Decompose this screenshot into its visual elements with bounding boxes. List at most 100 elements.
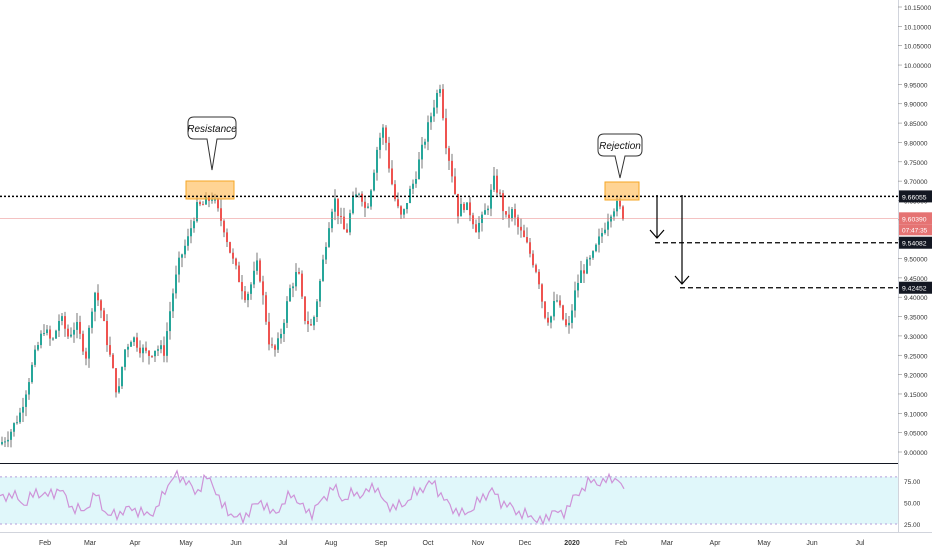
price-tick-label: 9.20000 xyxy=(904,373,928,380)
candle-body xyxy=(10,431,12,440)
time-tick-label: Apr xyxy=(710,540,722,547)
price-tick-label: 9.00000 xyxy=(904,450,928,457)
candle-body xyxy=(310,324,312,326)
candle-body xyxy=(232,252,234,259)
candle-body xyxy=(265,295,267,322)
candle-body xyxy=(313,316,315,326)
candle-body xyxy=(160,345,162,350)
candle-body xyxy=(343,216,345,230)
candle-body xyxy=(322,259,324,281)
candle-body xyxy=(331,211,333,229)
candle-body xyxy=(31,364,33,383)
candle-body xyxy=(388,142,390,169)
candle-body xyxy=(106,320,108,346)
candle-body xyxy=(79,321,81,334)
candle-body xyxy=(169,311,171,332)
candle-body xyxy=(574,290,576,311)
candle-body xyxy=(439,89,441,94)
key-level-tag-box xyxy=(899,190,932,203)
candle-body xyxy=(529,242,531,254)
target-2-tag-text: 9.42452 xyxy=(902,286,927,293)
candle-body xyxy=(100,300,102,311)
candle-body xyxy=(382,127,384,138)
candle-body xyxy=(622,206,624,220)
candle-body xyxy=(16,422,18,424)
candle-body xyxy=(130,342,132,347)
candle-body xyxy=(43,333,45,335)
price-tick-label: 9.45000 xyxy=(904,276,928,283)
target-2-tag-box xyxy=(899,281,932,294)
candle-body xyxy=(217,199,219,209)
rejection-callout: Rejection xyxy=(597,133,643,179)
price-tick-label: 9.30000 xyxy=(904,334,928,341)
price-tick-label: 9.80000 xyxy=(904,140,928,147)
candle-body xyxy=(406,202,408,210)
down-arrow-1-head xyxy=(649,229,665,239)
candle-body xyxy=(286,301,288,323)
time-tick-label: Jul xyxy=(856,540,865,547)
candle-body xyxy=(40,333,42,346)
candle-body xyxy=(271,344,273,346)
candle-body xyxy=(493,175,495,190)
candle-body xyxy=(514,209,516,218)
candle-body xyxy=(457,193,459,217)
candle-body xyxy=(487,208,489,211)
candle-body xyxy=(562,305,564,320)
candle-body xyxy=(526,237,528,243)
key-level-tag-text: 9.66055 xyxy=(902,194,927,201)
price-tick-label: 9.70000 xyxy=(904,179,928,186)
candle-body xyxy=(28,382,30,395)
candle-body xyxy=(475,224,477,233)
candle-body xyxy=(361,193,363,202)
countdown-text: 07:47:35 xyxy=(902,227,928,234)
candle-body xyxy=(247,293,249,301)
candle-body xyxy=(220,208,222,221)
candle-body xyxy=(229,242,231,253)
candle-body xyxy=(145,347,147,351)
candle-body xyxy=(469,202,471,216)
current-price-tag-text: 9.60390 xyxy=(902,216,927,223)
candle-body xyxy=(85,351,87,359)
candle-body xyxy=(316,301,318,317)
candle-body xyxy=(4,441,6,443)
candle-body xyxy=(67,328,69,337)
candle-body xyxy=(619,200,621,207)
candle-body xyxy=(109,345,111,355)
candle-body xyxy=(61,316,63,321)
resistance-callout-bubble xyxy=(187,116,237,171)
candle-body xyxy=(460,203,462,217)
candle-body xyxy=(523,230,525,238)
candle-body xyxy=(55,330,57,339)
candle-body xyxy=(34,349,36,365)
candle-body xyxy=(511,209,513,219)
candle-body xyxy=(319,280,321,302)
candle-body xyxy=(301,273,303,297)
candle-body xyxy=(337,198,339,216)
candle-body xyxy=(346,229,348,233)
candle-body xyxy=(268,321,270,345)
price-axis: 10.15000 10.10000 10.05000 10.00000 9.95000 9… xyxy=(898,5,931,529)
candle-body xyxy=(139,347,141,354)
drawings: Resistance Rejection xyxy=(0,116,898,289)
candle-body xyxy=(118,386,120,393)
candle-body xyxy=(400,206,402,215)
candle-body xyxy=(589,257,591,260)
candle-body xyxy=(547,317,549,323)
candle-body xyxy=(37,345,39,350)
price-tick-label: 9.25000 xyxy=(904,353,928,360)
candle-body xyxy=(613,211,615,217)
candle-body xyxy=(538,271,540,285)
candle-body xyxy=(454,176,456,194)
price-tick-label: 9.95000 xyxy=(904,82,928,89)
candle-body xyxy=(280,333,282,339)
time-tick-label: Jul xyxy=(279,540,288,547)
candle-body xyxy=(76,321,78,330)
down-arrow-2-head xyxy=(674,275,690,285)
candle-body xyxy=(184,245,186,255)
rsi-tick-label: 25.00 xyxy=(904,522,921,529)
price-tick-label: 9.15000 xyxy=(904,392,928,399)
candle-body xyxy=(124,349,126,367)
candle-body xyxy=(427,122,429,142)
